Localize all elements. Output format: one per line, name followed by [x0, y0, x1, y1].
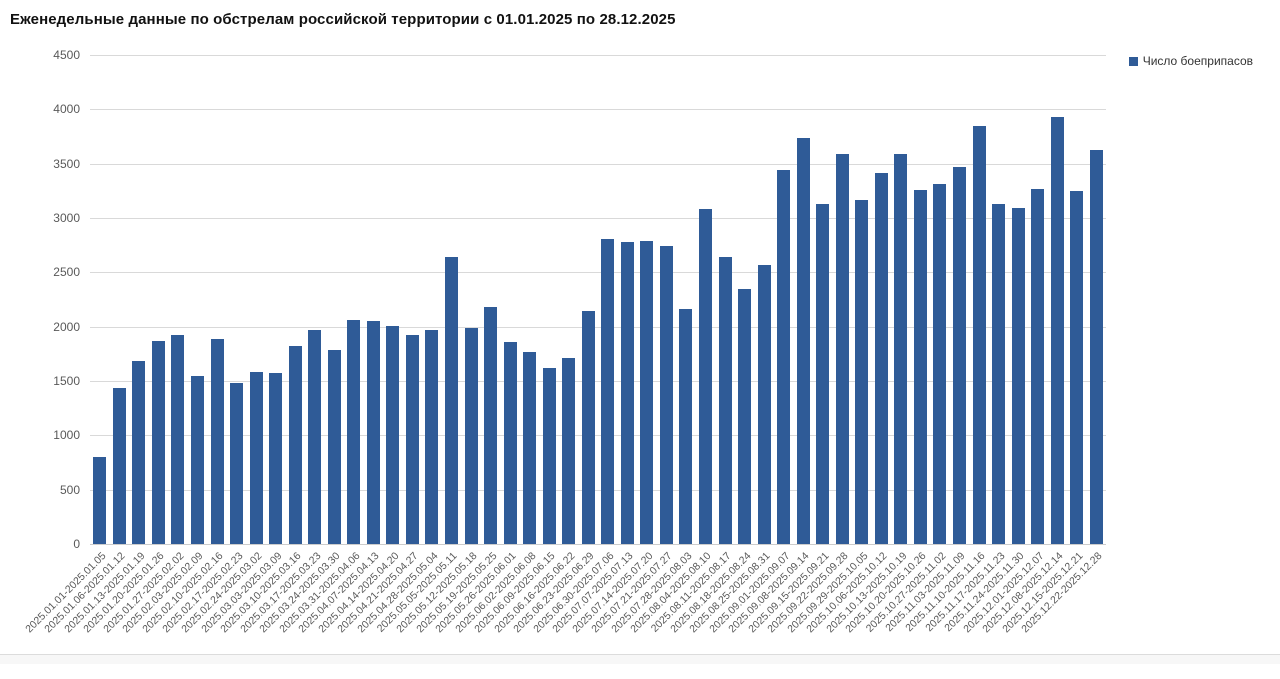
bar-2025.12.08-2025.12.14: [1050, 116, 1064, 544]
y-tick-label: 0: [73, 537, 80, 551]
bar-2025.07.21-2025.07.27: [659, 246, 673, 544]
bar-2025.12.22-2025.12.28: [1089, 149, 1103, 544]
bar-2025.03.10-2025.03.16: [288, 346, 302, 544]
y-tick-label: 2000: [53, 319, 80, 334]
gridline: [90, 272, 1106, 274]
bar-2025.11.03-2025.11.09: [952, 166, 966, 544]
bar-2025.10.20-2025.10.26: [913, 189, 927, 544]
bar-2025.04.21-2025.04.27: [405, 335, 419, 544]
bar-2025.11.17-2025.11.23: [992, 203, 1006, 544]
bar-2025.02.10-2025.02.16: [210, 338, 224, 544]
bar-2025.05.05-2025.05.11: [444, 257, 458, 544]
bar-2025.03.24-2025.03.30: [327, 349, 341, 544]
bar-2025.08.18-2025.08.24: [738, 288, 752, 544]
gridline: [90, 381, 1106, 382]
bar-2025.02.17-2025.02.23: [230, 383, 244, 544]
bar-2025.08.11-2025.08.17: [718, 257, 732, 544]
bar-2025.05.12-2025.05.18: [464, 327, 478, 544]
bar-2025.07.28-2025.08.03: [679, 309, 693, 544]
weekly-shelling-chart: Еженедельные данные по обстрелам российс…: [0, 11, 1280, 664]
bar-2025.09.08-2025.09.14: [796, 137, 810, 544]
gridline: [90, 218, 1106, 219]
bar-2025.04.07-2025.04.13: [366, 321, 380, 544]
bar-2025.03.31-2025.04.06: [347, 320, 361, 544]
y-tick-label: 4500: [53, 48, 80, 62]
gridline: [90, 163, 1106, 165]
gridline: [90, 544, 1106, 545]
bar-2025.11.24-2025.11.30: [1011, 208, 1025, 544]
y-tick-label: 2500: [53, 265, 80, 280]
bar-2025.09.22-2025.09.28: [835, 153, 849, 544]
bar-2025.02.03-2025.02.09: [190, 375, 204, 544]
gridline: [90, 435, 1106, 437]
y-tick-label: 1000: [53, 428, 80, 443]
bar-2025.04.28-2025.05.04: [425, 329, 439, 544]
plot-area: [90, 55, 1106, 545]
bar-2025.03.17-2025.03.23: [308, 329, 322, 544]
bar-2025.06.23-2025.06.29: [581, 311, 595, 544]
bar-2025.01.20-2025.01.26: [151, 340, 165, 544]
bar-2025.08.04-2025.08.10: [698, 209, 712, 544]
gridline: [90, 489, 1106, 491]
bar-2025.01.06-2025.01.12: [112, 387, 126, 544]
bar-2025.03.03-2025.03.09: [269, 373, 283, 544]
bar-2025.05.26-2025.06.01: [503, 341, 517, 544]
bar-2025.05.19-2025.05.25: [484, 307, 498, 544]
gridline: [90, 326, 1106, 328]
legend-label: Число боеприпасов: [1142, 54, 1253, 68]
y-tick-label: 3000: [53, 211, 80, 225]
bar-2025.06.30-2025.07.06: [601, 238, 615, 544]
legend-swatch-icon: [1128, 56, 1138, 66]
gridline: [90, 55, 1106, 56]
bar-2025.12.15-2025.12.21: [1070, 190, 1084, 544]
bar-2025.09.29-2025.10.05: [855, 199, 869, 544]
bar-2025.12.01-2025.12.07: [1031, 188, 1045, 544]
bar-2025.10.27-2025.11.02: [933, 184, 947, 544]
bar-2025.08.25-2025.08.31: [757, 264, 771, 544]
bar-2025.10.13-2025.10.19: [894, 153, 908, 544]
bar-2025.07.14-2025.07.20: [640, 240, 654, 544]
bar-2025.01.01-2025.01.05: [93, 457, 107, 544]
bar-2025.02.24-2025.03.02: [249, 372, 263, 544]
bar-2025.09.15-2025.09.21: [816, 203, 830, 544]
bar-2025.01.27-2025.02.02: [171, 335, 185, 544]
bar-2025.09.01-2025.09.07: [777, 170, 791, 544]
bar-2025.06.16-2025.06.22: [562, 358, 576, 544]
bar-2025.06.09-2025.06.15: [542, 367, 556, 544]
y-tick-label: 1500: [53, 374, 80, 388]
bar-2025.10.06-2025.10.12: [874, 173, 888, 544]
y-tick-label: 500: [59, 482, 80, 497]
bar-2025.06.02-2025.06.08: [523, 351, 537, 544]
bar-2025.04.14-2025.04.20: [386, 325, 400, 544]
bottom-strip: [0, 654, 1280, 664]
y-tick-label: 3500: [53, 156, 80, 171]
y-tick-label: 4000: [53, 102, 80, 117]
legend: Число боеприпасов: [1128, 54, 1253, 68]
chart-title: Еженедельные данные по обстрелам российс…: [10, 11, 676, 28]
bar-2025.11.10-2025.11.16: [972, 125, 986, 544]
bar-2025.07.07-2025.07.13: [620, 241, 634, 544]
gridline: [90, 109, 1106, 111]
bar-2025.01.13-2025.01.19: [132, 361, 146, 544]
